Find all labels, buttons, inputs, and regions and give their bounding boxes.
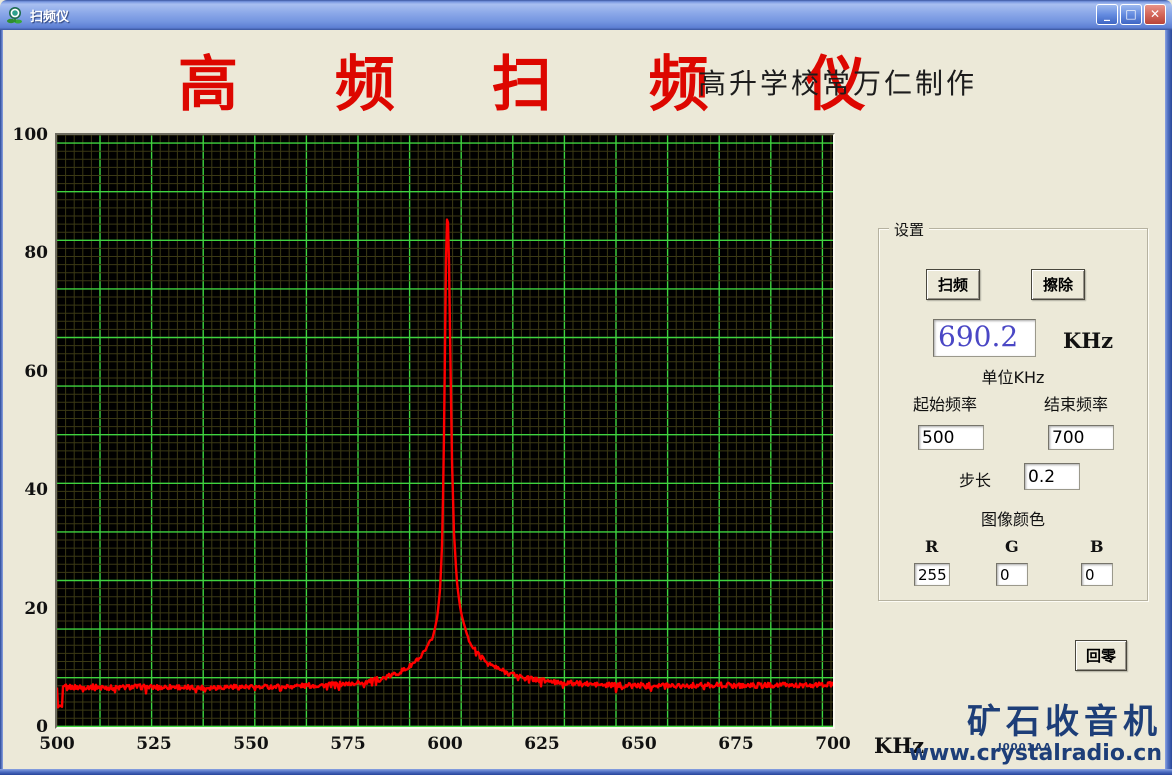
current-frequency-display: 690.2 (933, 319, 1036, 357)
trace-color-label: 图像颜色 (980, 510, 1045, 529)
end-frequency-input[interactable] (1048, 425, 1114, 450)
step-input[interactable] (1024, 463, 1080, 490)
x-tick-label: 675 (718, 734, 754, 754)
red-label: R (925, 537, 939, 556)
y-tick-label: 0 (36, 717, 48, 737)
y-tick-label: 40 (24, 480, 48, 501)
y-tick-label: 80 (24, 243, 48, 264)
sweep-plot (55, 133, 835, 729)
settings-group-label: 设置 (889, 219, 930, 240)
start-frequency-label: 起始频率 (913, 395, 978, 414)
sweep-trace (57, 218, 833, 709)
x-tick-label: 650 (621, 734, 657, 754)
y-tick-label: 100 (12, 125, 49, 145)
y-tick-label: 60 (24, 361, 48, 382)
flower-app-icon (7, 7, 22, 24)
page-title: 高 频 扫 频 仪 (178, 50, 904, 120)
watermark-code: J0001AA (997, 742, 1052, 753)
titlebar[interactable]: 扫频仪 _ □ ✕ (0, 0, 1172, 30)
maximize-button[interactable]: □ (1120, 4, 1142, 25)
x-tick-label: 525 (136, 734, 172, 754)
window-border-left (0, 26, 3, 775)
sweep-plot-canvas (57, 135, 833, 727)
minimize-button[interactable]: _ (1096, 4, 1118, 25)
x-tick-label: 550 (233, 734, 269, 754)
end-frequency-label: 结束频率 (1044, 395, 1109, 414)
x-tick-label: 500 (39, 734, 75, 754)
close-button[interactable]: ✕ (1144, 4, 1166, 25)
step-label: 步长 (959, 471, 992, 490)
green-label: G (1005, 537, 1019, 556)
unit-note-label: 单位KHz (981, 368, 1045, 387)
red-value-input[interactable] (914, 563, 950, 586)
green-value-input[interactable] (996, 563, 1028, 586)
window-controls: _ □ ✕ (1096, 4, 1166, 25)
x-axis-unit-label: KHz (874, 733, 925, 758)
window-border-right (1165, 26, 1172, 775)
erase-button[interactable]: 擦除 (1031, 269, 1085, 300)
blue-label: B (1090, 537, 1104, 556)
watermark-url: www.crystalradio.cn (908, 741, 1162, 766)
y-tick-label: 20 (24, 598, 48, 619)
watermark-site-name: 矿石收音机 (967, 702, 1162, 742)
x-tick-label: 575 (330, 734, 366, 754)
page-subtitle: 高升学校常万仁制作 (698, 67, 978, 100)
blue-value-input[interactable] (1081, 563, 1113, 586)
x-tick-label: 700 (815, 734, 851, 754)
x-tick-label: 625 (524, 734, 560, 754)
frequency-unit-label: KHz (1063, 328, 1114, 353)
window-title: 扫频仪 (30, 9, 70, 25)
settings-group: 设置 扫频 擦除 690.2 KHz 单位KHz 起始频率 结束频率 步长 图像… (878, 219, 1148, 601)
zero-button[interactable]: 回零 (1075, 640, 1127, 671)
start-frequency-input[interactable] (918, 425, 984, 450)
sweep-button[interactable]: 扫频 (926, 269, 980, 300)
x-tick-label: 600 (427, 734, 463, 754)
window-border-bottom (0, 769, 1172, 775)
watermark: 矿石收音机 J0001AA www.crystalradio.cn (862, 704, 1162, 765)
